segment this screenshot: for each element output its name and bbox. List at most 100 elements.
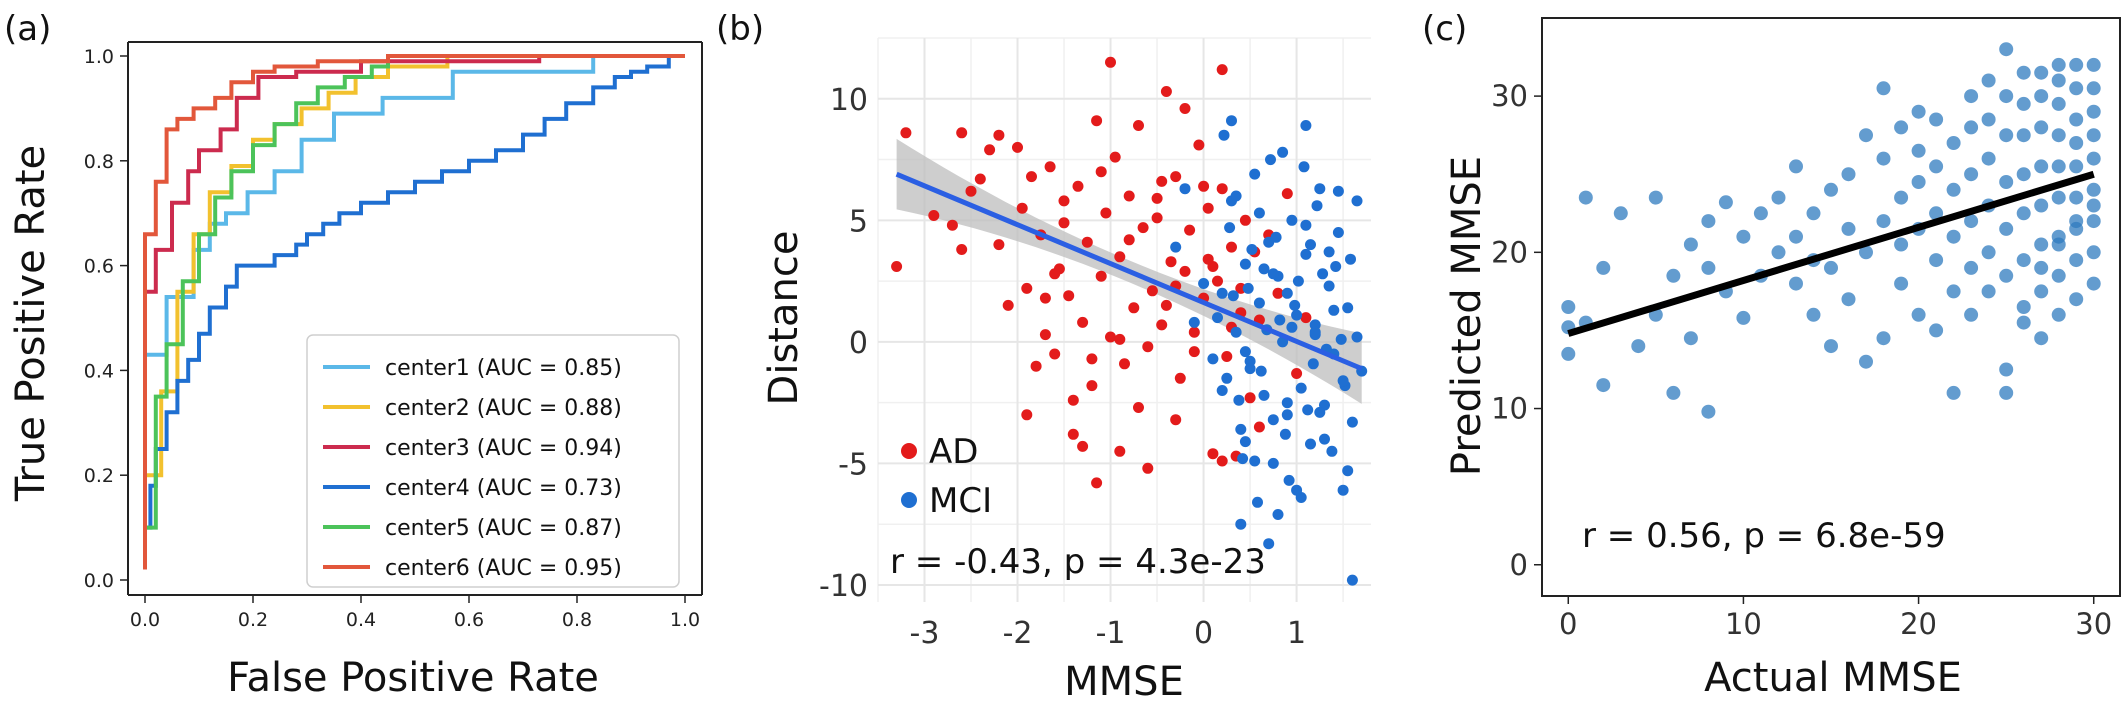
mmse-point [1561, 300, 1576, 314]
ad-point [1281, 188, 1293, 200]
ad-point [1165, 256, 1177, 268]
mmse-xtick-label: 20 [1900, 607, 1937, 641]
ad-point [1119, 358, 1130, 370]
ad-point [1174, 372, 1186, 384]
ad-point [1114, 251, 1126, 263]
mci-point [1249, 168, 1261, 180]
mmse-point [2086, 198, 2101, 213]
ad-point [1244, 392, 1256, 404]
ad-point [1077, 440, 1089, 452]
mci-point [1230, 326, 1242, 338]
mci-point [1239, 436, 1251, 448]
mmse-point [1683, 237, 1698, 252]
ad-point [1002, 299, 1014, 311]
roc-ytick-label: 1.0 [84, 46, 114, 68]
mmse-point [1789, 276, 1803, 291]
ad-point [900, 127, 912, 139]
distance-ytick-label: 0 [849, 326, 868, 361]
ad-point [1086, 380, 1098, 392]
ad-point [946, 219, 958, 231]
ad-point [984, 144, 996, 156]
mmse-xtick-label: 10 [1725, 607, 1762, 641]
mmse-point [1929, 112, 1944, 127]
mci-point [1281, 287, 1293, 299]
mmse-point [1946, 385, 1961, 400]
mmse-point [2069, 292, 2084, 307]
mmse-point [1999, 268, 2014, 283]
distance-xtick-label: -1 [1096, 616, 1126, 651]
mmse-point [2034, 198, 2049, 213]
roc-axes-frame [127, 41, 703, 596]
mci-point [1258, 389, 1270, 401]
mmse-point [2086, 81, 2101, 96]
panel-label-c: (c) [1422, 9, 1467, 49]
mmse-point [1929, 323, 1944, 338]
ad-point [1202, 253, 1214, 265]
ad-point [1188, 346, 1200, 358]
mci-point [1305, 438, 1316, 450]
distance-ytick-label: 10 [830, 83, 868, 118]
ad-point [1095, 270, 1107, 282]
ad-point [1091, 115, 1103, 127]
mmse-point [1666, 268, 1681, 283]
mmse-point [1824, 260, 1838, 275]
mci-point [1221, 372, 1233, 384]
mmse-point [1841, 292, 1856, 307]
mmse-point [2086, 245, 2101, 260]
ad-point [1105, 331, 1116, 343]
mci-point [1305, 239, 1316, 251]
mmse-point [1753, 206, 1768, 221]
mmse-point [2086, 151, 2101, 166]
ad-point [891, 261, 903, 272]
mmse-point [2069, 214, 2084, 229]
mmse-xtick-label: 30 [2075, 607, 2112, 641]
roc-ytick-label: 0.2 [84, 465, 114, 487]
roc-xtick-label: 0.0 [130, 609, 160, 631]
mmse-xlabel: Actual MMSE [1704, 655, 1962, 701]
mci-point [1226, 115, 1237, 127]
ad-point [1300, 312, 1312, 324]
mmse-point [1736, 229, 1751, 244]
mci-point [1314, 183, 1326, 195]
distance-ytick-label: -10 [819, 569, 868, 604]
mmse-point [2016, 206, 2031, 221]
roc-panel: 0.0 0.2 0.4 0.6 0.8 1.0 0.0 0.2 0.4 0.6 0.8 1.0 cen… [8, 41, 703, 701]
mmse-point [1946, 229, 1961, 244]
ad-point [1151, 192, 1163, 204]
mmse-ytick-label: 0 [1510, 548, 1528, 582]
mci-point [1272, 509, 1284, 520]
mmse-point [2051, 268, 2066, 283]
distance-ytick-label: 5 [849, 204, 868, 239]
mmse-point [2086, 182, 2101, 197]
mci-point [1227, 290, 1239, 302]
ad-point [1216, 183, 1228, 195]
mmse-point [1876, 81, 1891, 96]
mci-point [1170, 241, 1182, 253]
mmse-point [2016, 300, 2031, 314]
ad-point [1272, 287, 1284, 299]
mmse-point [1894, 120, 1909, 135]
ad-point [1151, 212, 1163, 224]
ad-point [956, 244, 968, 255]
ad-point [993, 239, 1005, 251]
mmse-point [1981, 112, 1996, 127]
ad-point [1012, 141, 1023, 153]
mmse-point [1841, 167, 1856, 182]
mmse-point [2069, 190, 2084, 205]
mci-point [1267, 268, 1279, 280]
roc-curve-center5 [143, 54, 685, 570]
mmse-point [1981, 73, 1996, 88]
ad-point [1058, 217, 1070, 229]
mmse-point [1999, 128, 2014, 143]
mmse-point [1718, 195, 1733, 210]
mci-point [1253, 297, 1265, 309]
mmse-point [2034, 120, 2049, 135]
ad-point [1216, 64, 1228, 76]
mci-point [1337, 484, 1349, 496]
mmse-point [1964, 214, 1979, 229]
mci-point [1330, 261, 1342, 272]
mmse-point [1701, 404, 1716, 419]
mmse-point [1946, 284, 1961, 299]
roc-curve-center1 [143, 54, 685, 570]
